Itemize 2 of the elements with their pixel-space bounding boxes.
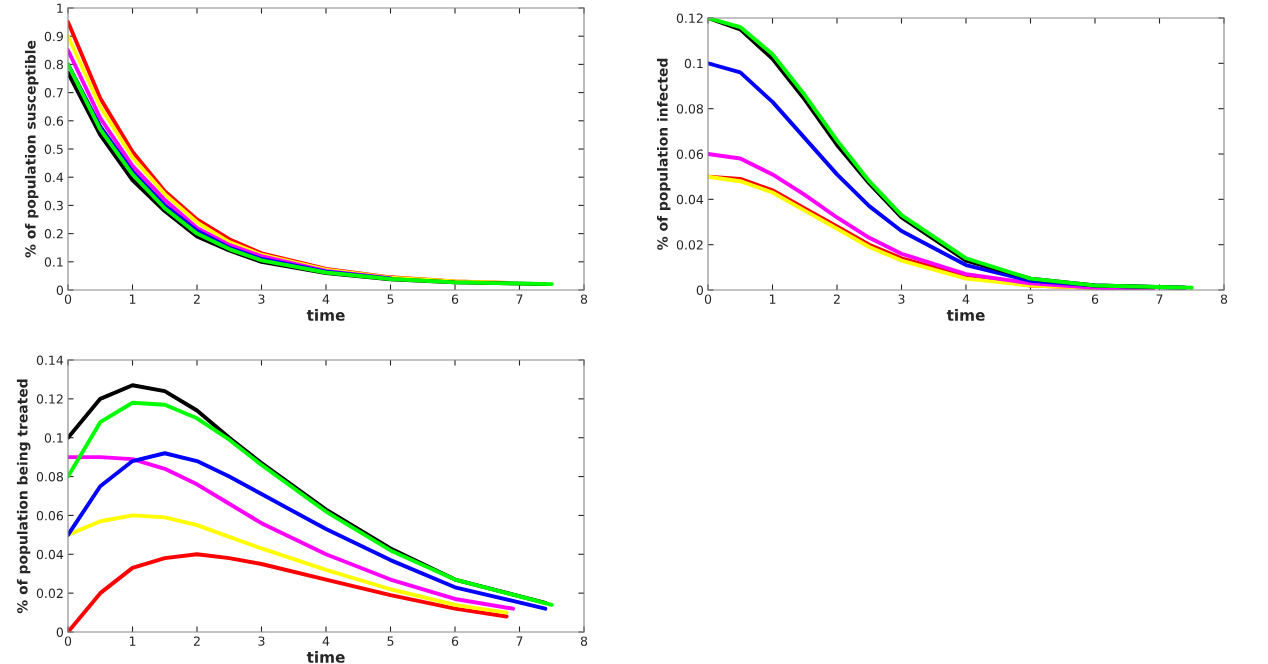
line-series <box>68 552 509 632</box>
line-series <box>68 513 509 615</box>
